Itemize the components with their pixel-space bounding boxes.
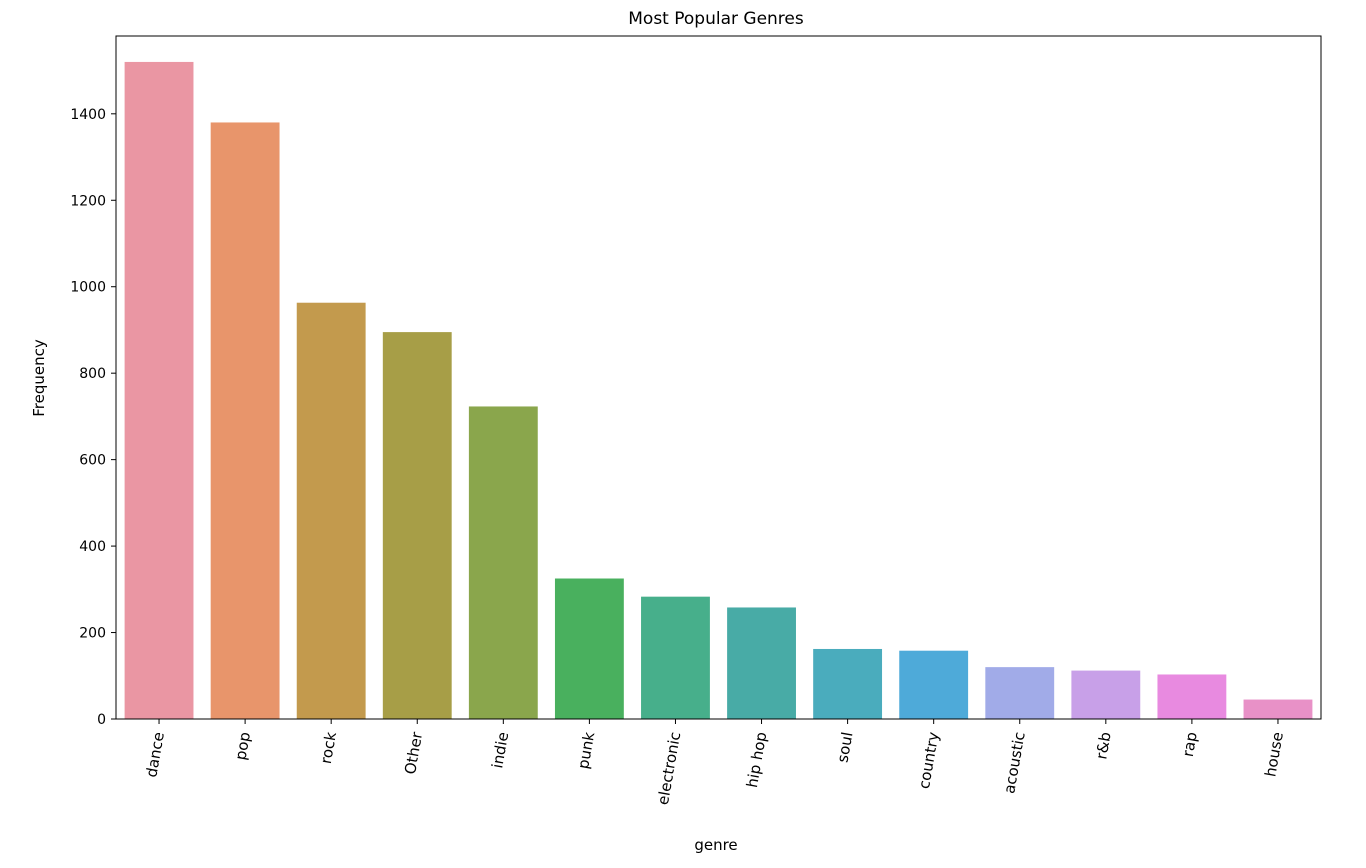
bar-r-b (1071, 670, 1141, 719)
y-axis-label: Frequency (30, 339, 48, 417)
x-tick-label: rap (1179, 731, 1201, 759)
x-tick-label: soul (833, 731, 856, 764)
x-tick-label: pop (231, 731, 254, 762)
y-tick-label: 400 (79, 539, 106, 555)
bar-soul (813, 648, 883, 719)
y-tick-label: 600 (79, 453, 106, 469)
x-axis-label: genre (694, 836, 737, 854)
x-tick-label: dance (142, 731, 168, 779)
bar-electronic (641, 596, 710, 719)
bar-punk (554, 578, 624, 719)
y-tick-label: 1200 (70, 193, 106, 209)
x-tick-label: punk (574, 730, 598, 770)
chart-title: Most Popular Genres (628, 9, 804, 29)
x-tick-label: country (915, 730, 943, 790)
y-axis: 0 200 400 600 800 1000 1200 1400 (70, 107, 116, 728)
x-tick-label: house (1261, 731, 1287, 779)
bar-country (899, 650, 969, 719)
y-tick-label: 0 (97, 712, 106, 728)
y-tick-label: 1000 (70, 280, 106, 296)
y-tick-label: 200 (79, 626, 106, 642)
bar-rap (1157, 674, 1227, 719)
x-tick-label: r&b (1092, 731, 1114, 761)
x-tick-label: Other (401, 730, 426, 776)
bar-hip-hop (727, 607, 796, 719)
x-tick-label: electronic (654, 731, 685, 807)
bar-house (1243, 699, 1313, 719)
bar-other (382, 332, 452, 719)
x-tick-label: rock (317, 730, 340, 765)
y-tick-label: 1400 (70, 107, 106, 123)
bars-group (124, 61, 1313, 719)
x-tick-label: acoustic (1000, 731, 1029, 795)
plot-frame (115, 35, 1322, 720)
x-tick-label: indie (488, 731, 512, 770)
bar-dance (124, 61, 194, 719)
bar-acoustic (985, 667, 1055, 719)
bar-indie (468, 406, 538, 719)
x-tick-label: hip hop (743, 731, 770, 789)
bar-pop (210, 122, 280, 719)
bar-rock (296, 302, 366, 719)
x-axis: dance pop rock Other indie punk electronic hip … (142, 719, 1287, 806)
y-tick-label: 800 (79, 366, 106, 382)
